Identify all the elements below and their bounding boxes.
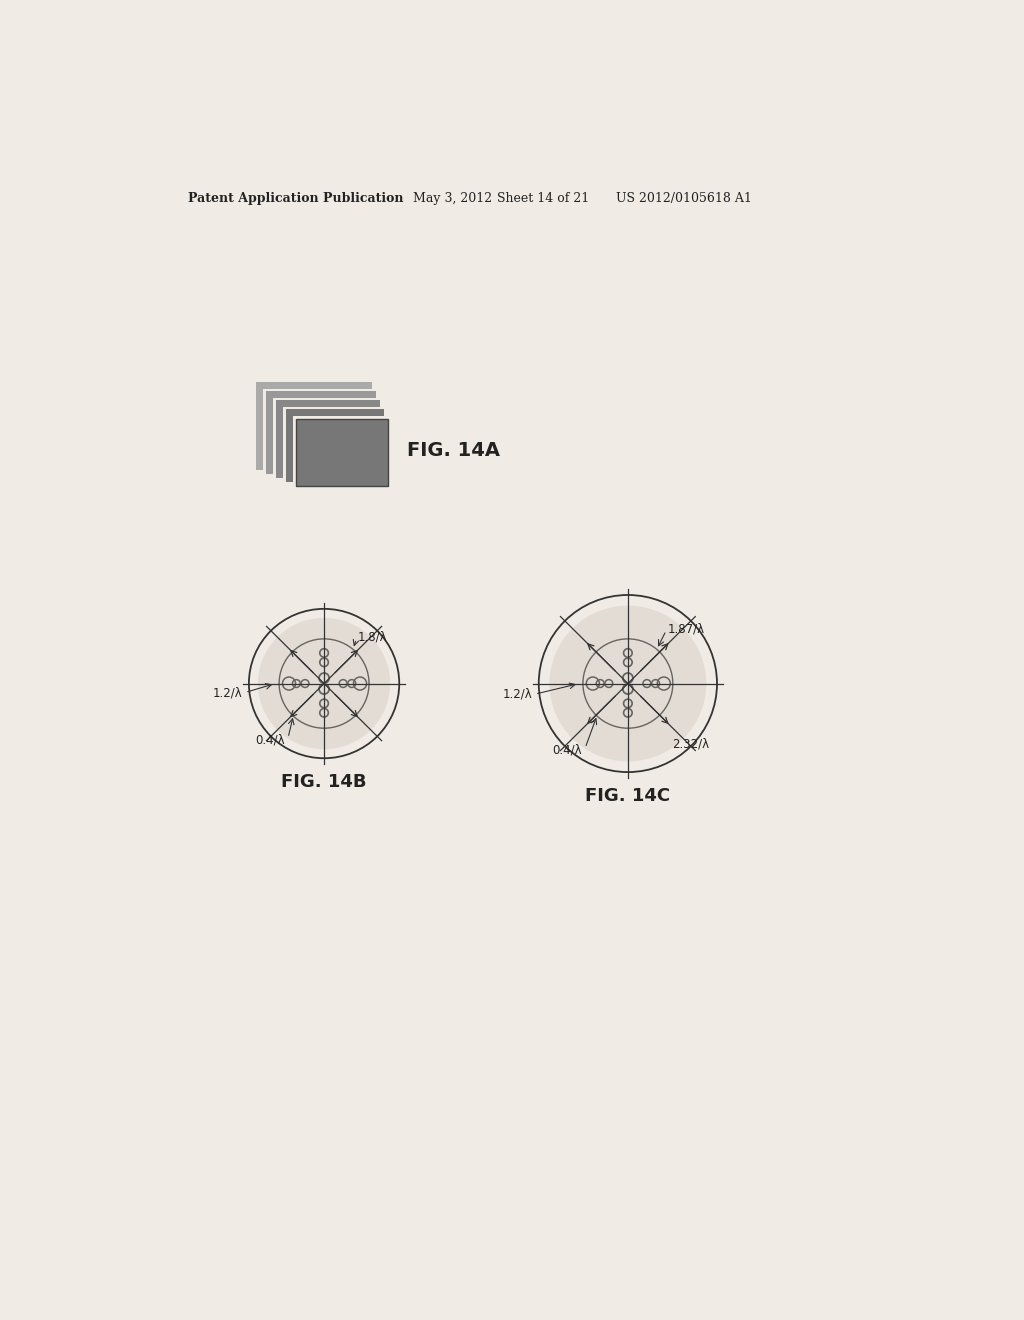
Text: 1.8/λ: 1.8/λ (358, 631, 387, 644)
Text: May 3, 2012: May 3, 2012 (414, 191, 493, 205)
Text: Sheet 14 of 21: Sheet 14 of 21 (497, 191, 589, 205)
Bar (256, 381, 263, 470)
Text: US 2012/0105618 A1: US 2012/0105618 A1 (616, 191, 752, 205)
Text: FIG. 14B: FIG. 14B (282, 774, 367, 791)
Text: 1.2/λ: 1.2/λ (503, 688, 532, 701)
Text: Patent Application Publication: Patent Application Publication (188, 191, 403, 205)
Text: 2.32/λ: 2.32/λ (673, 738, 710, 750)
Bar (286, 409, 293, 482)
Bar (276, 400, 283, 478)
Text: FIG. 14A: FIG. 14A (407, 441, 500, 461)
Text: 1.2/λ: 1.2/λ (213, 686, 243, 700)
Bar (296, 418, 388, 486)
Text: FIG. 14C: FIG. 14C (586, 787, 671, 805)
Bar (286, 409, 384, 416)
Text: 0.4/λ: 0.4/λ (552, 743, 582, 756)
Bar (276, 400, 380, 407)
Bar (266, 391, 376, 397)
Circle shape (258, 618, 390, 750)
Circle shape (550, 606, 707, 762)
Bar (256, 381, 372, 388)
Bar (266, 391, 273, 474)
Text: 1.87/λ: 1.87/λ (668, 622, 706, 635)
Text: 0.4/λ: 0.4/λ (255, 733, 285, 746)
